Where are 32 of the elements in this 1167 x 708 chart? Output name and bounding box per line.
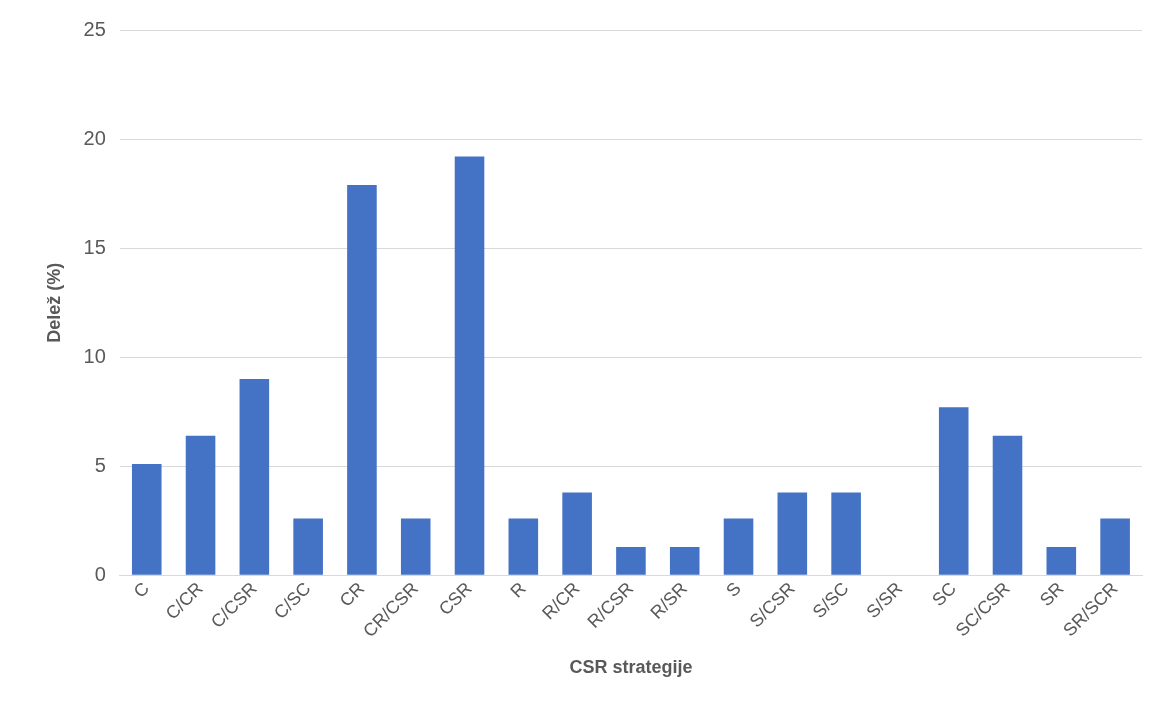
bar [347,184,377,575]
bar [777,492,808,575]
x-tick-label: R [506,578,530,602]
y-tick-label: 5 [94,453,106,476]
x-axis-title: CSR strategije [569,657,693,678]
bar [669,546,700,575]
bar [239,379,270,575]
y-tick-label: 25 [83,17,106,40]
bar [831,492,861,575]
x-tick-label: SR [1035,578,1068,610]
y-tick-label: 15 [83,235,106,258]
x-tick-label: C [129,578,154,602]
x-tick-label: S [722,578,745,601]
bar [616,546,646,575]
y-tick-label: 0 [94,562,106,585]
bar [293,518,323,575]
x-tick-label: CR [335,578,369,611]
bar [185,435,216,575]
bar [508,518,539,575]
bar [562,492,592,575]
bar [400,518,431,575]
y-tick-label: 20 [83,126,106,149]
y-axis-title: Delež (%) [43,262,64,343]
bar [131,464,162,575]
bar [1100,518,1130,575]
x-tick-label: SC [928,578,961,610]
bar [938,407,969,575]
bar [1046,546,1077,575]
bar [992,435,1023,575]
bar [723,518,754,575]
y-tick-label: 10 [83,344,106,367]
bar [454,156,485,575]
